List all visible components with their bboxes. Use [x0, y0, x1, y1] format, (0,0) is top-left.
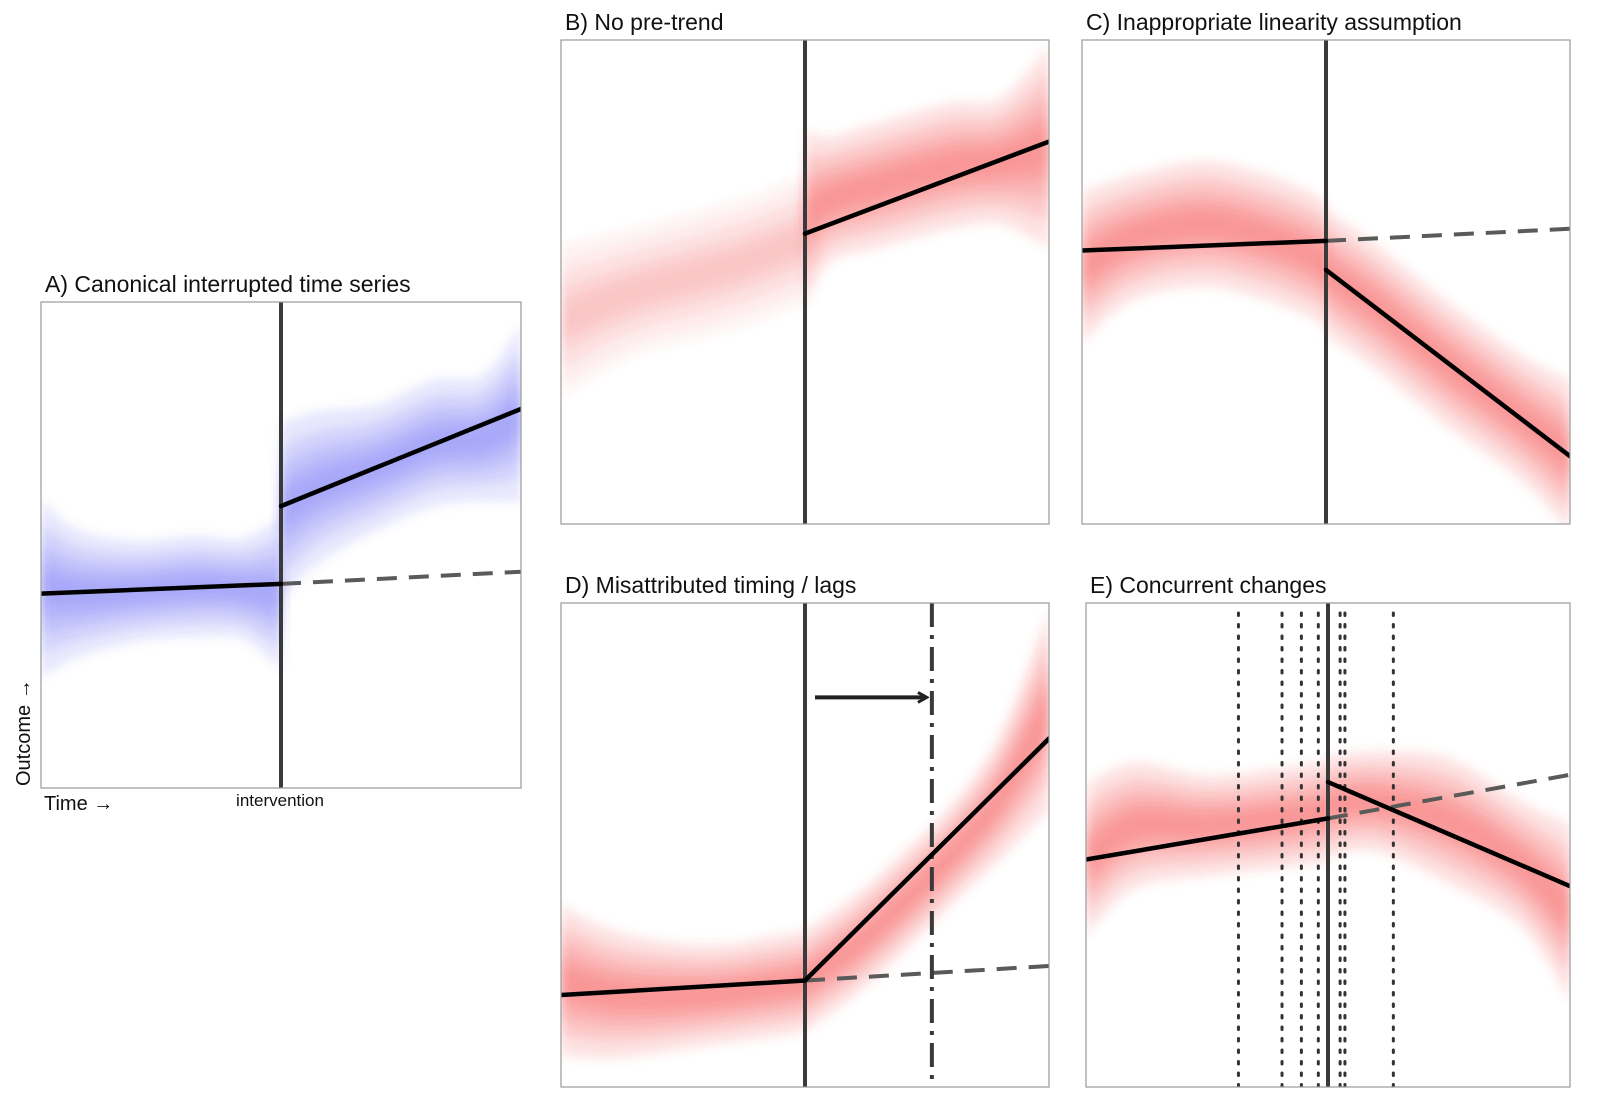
- band-post-d-4: [805, 690, 1049, 991]
- x-axis-label: Time →: [44, 793, 113, 815]
- panel-frame-e: [1085, 602, 1571, 1088]
- intervention-label: intervention: [236, 791, 324, 810]
- panel-title-e: E) Concurrent changes: [1090, 572, 1327, 598]
- band-pre-e-4: [1086, 801, 1328, 874]
- panel-e: E) Concurrent changes: [1085, 572, 1571, 1088]
- panel-frame-c: [1081, 39, 1571, 525]
- fit-line-pre-e: [1086, 816, 1331, 862]
- counterfactual-line-d: [804, 964, 1049, 983]
- counterfactual-line-c: [1325, 226, 1570, 243]
- band-post-e-4: [1328, 791, 1570, 930]
- fit-line-post-a: [278, 406, 521, 509]
- fit-line-post-d: [802, 736, 1049, 983]
- fit-line-post-e: [1325, 779, 1570, 889]
- panel-frame-a: [40, 301, 522, 789]
- panel-b: B) No pre-trend: [560, 9, 1050, 525]
- counterfactual-line-a: [280, 569, 521, 586]
- band-post-a-4: [281, 396, 521, 528]
- panel-title-d: D) Misattributed timing / lags: [565, 572, 856, 598]
- y-axis-label: Outcome →: [13, 679, 35, 786]
- fit-line-pre-a: [41, 581, 284, 596]
- band-pre-b-4: [561, 226, 805, 336]
- fit-line-post-b: [802, 139, 1049, 236]
- panel-a: A) Canonical interrupted time series: [40, 271, 522, 789]
- panel-title-c: C) Inappropriate linearity assumption: [1086, 9, 1462, 35]
- band-pre-c-4: [1082, 211, 1326, 282]
- counterfactual-line-e: [1327, 772, 1570, 821]
- panel-d: D) Misattributed timing / lags: [560, 572, 1050, 1088]
- panel-frame-b: [560, 39, 1050, 525]
- panel-title-b: B) No pre-trend: [565, 9, 724, 35]
- panel-title-a: A) Canonical interrupted time series: [45, 271, 411, 297]
- panel-c: C) Inappropriate linearity assumption: [1081, 9, 1571, 525]
- fit-line-pre-c: [1082, 238, 1329, 253]
- band-post-b-4: [805, 127, 1049, 236]
- fit-line-pre-d: [561, 978, 808, 998]
- panel-frame-d: [560, 602, 1050, 1088]
- fit-line-post-c: [1323, 267, 1570, 459]
